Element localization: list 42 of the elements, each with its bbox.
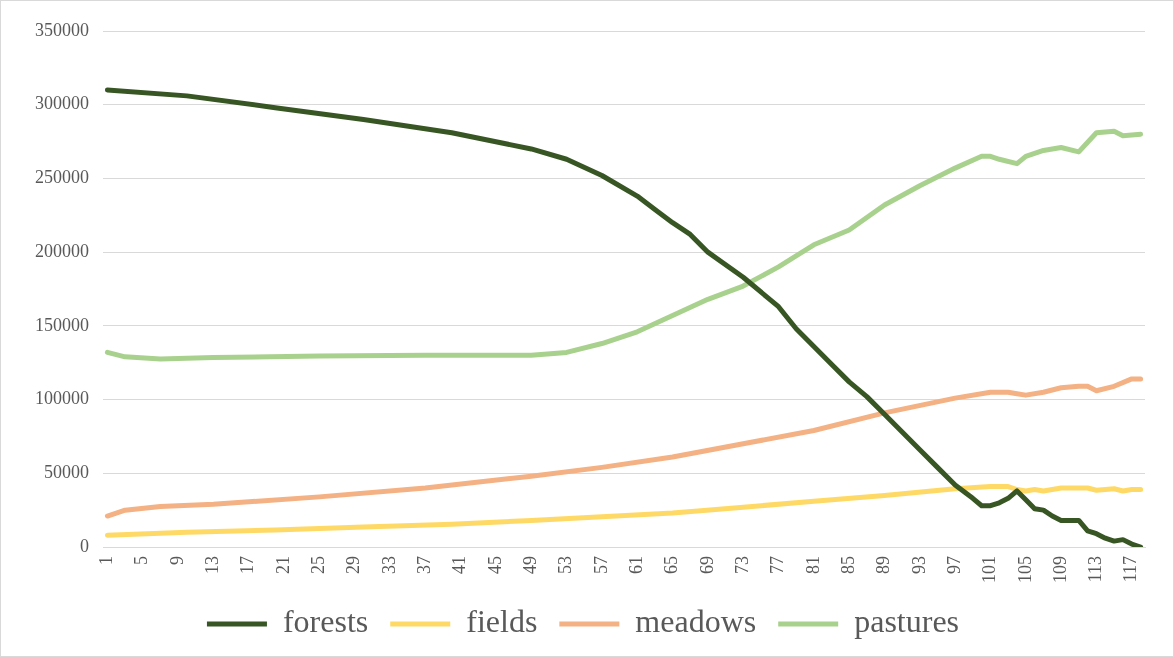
x-tick-label: 45 (484, 556, 505, 574)
x-tick-label: 101 (979, 556, 1000, 583)
x-tick-label: 33 (378, 556, 399, 574)
y-tick-label: 250000 (35, 167, 89, 188)
x-tick-label: 113 (1085, 556, 1106, 583)
x-tick-label: 73 (731, 556, 752, 574)
x-tick-label: 61 (625, 556, 646, 574)
x-tick-label: 25 (308, 556, 329, 574)
x-tick-label: 109 (1049, 556, 1070, 583)
x-tick-label: 53 (555, 556, 576, 574)
x-tick-label: 89 (873, 556, 894, 574)
x-tick-label: 81 (802, 556, 823, 574)
x-tick-label: 41 (449, 556, 470, 574)
y-tick-label: 100000 (35, 388, 89, 409)
y-tick-label: 0 (80, 535, 89, 556)
y-tick-label: 200000 (35, 240, 89, 261)
x-tick-label: 117 (1120, 556, 1141, 583)
x-tick-label: 57 (590, 556, 611, 574)
x-tick-label: 69 (696, 556, 717, 574)
x-tick-label: 49 (520, 556, 541, 574)
x-tick-label: 17 (237, 556, 258, 574)
x-tick-label: 105 (1014, 556, 1035, 583)
x-tick-label: 9 (166, 556, 187, 565)
y-tick-label: 50000 (44, 462, 89, 483)
legend-label: pastures (854, 603, 960, 640)
x-tick-label: 65 (661, 556, 682, 574)
x-tick-label: 5 (131, 556, 152, 565)
legend-label: fields (466, 603, 538, 640)
x-tick-label: 37 (414, 556, 435, 574)
y-tick-label: 350000 (35, 19, 89, 40)
legend-label: forests (282, 603, 369, 640)
x-tick-label: 21 (272, 556, 293, 574)
x-tick-label: 13 (202, 556, 223, 574)
x-tick-label: 85 (837, 556, 858, 574)
legend-label: meadows (635, 603, 757, 640)
y-tick-label: 300000 (35, 93, 89, 114)
x-tick-label: 77 (767, 556, 788, 574)
x-tick-label: 93 (908, 556, 929, 574)
x-tick-label: 29 (343, 556, 364, 574)
x-tick-label: 97 (943, 556, 964, 574)
x-tick-label: 1 (96, 556, 117, 565)
y-tick-label: 150000 (35, 314, 89, 335)
